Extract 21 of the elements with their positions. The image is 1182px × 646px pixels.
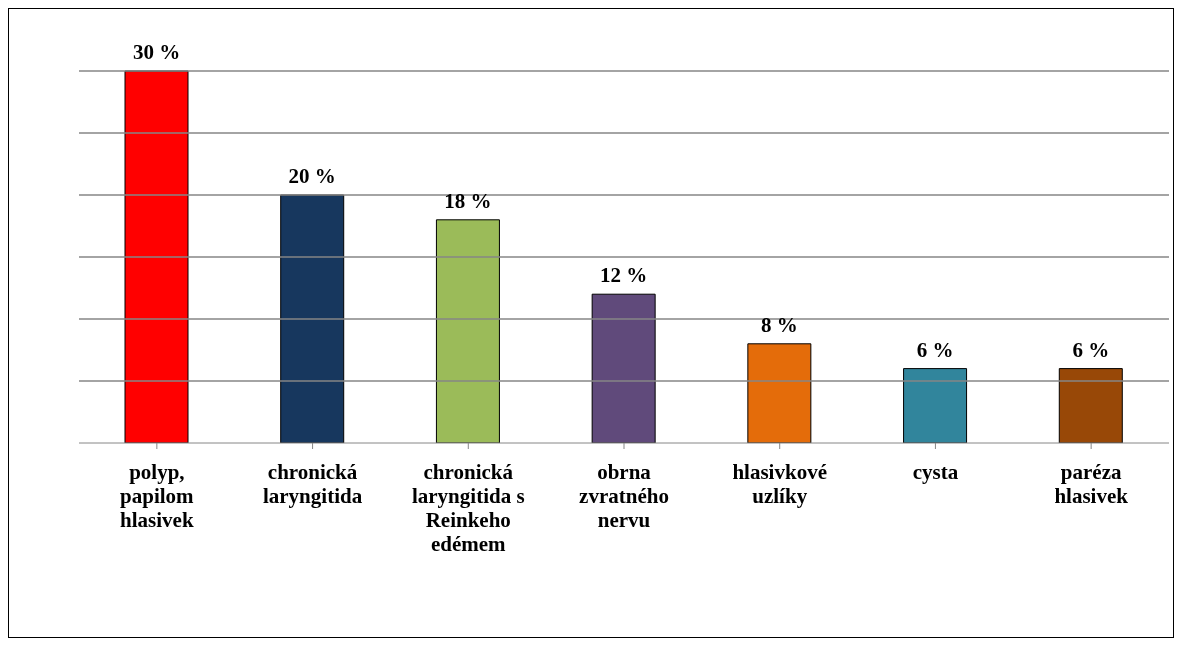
bar <box>124 70 189 443</box>
data-label: 18 % <box>444 188 492 213</box>
data-label: 6 % <box>916 337 954 362</box>
x-tick-label: hlasivkové uzlíky <box>732 460 827 508</box>
bar <box>747 343 812 443</box>
bar <box>1058 368 1123 443</box>
data-label: 12 % <box>600 263 648 288</box>
bar <box>903 368 968 443</box>
bar <box>435 219 500 443</box>
bar <box>591 293 656 443</box>
x-tick-label: cysta <box>912 460 959 484</box>
data-label: 6 % <box>1072 337 1110 362</box>
x-tick-label: chronická laryngitida <box>262 460 363 508</box>
data-label: 30 % <box>132 40 181 64</box>
x-tick-label: paréza hlasivek <box>1054 460 1129 508</box>
x-tick-label: chronická laryngitida s Reinkeho edémem <box>411 460 525 556</box>
x-tick-label: polyp, papilom hlasivek <box>120 460 195 532</box>
x-tick-label: obrna zvratného nervu <box>579 460 669 532</box>
bar <box>280 194 345 443</box>
data-label: 8 % <box>760 312 798 337</box>
data-label: 20 % <box>288 164 336 188</box>
